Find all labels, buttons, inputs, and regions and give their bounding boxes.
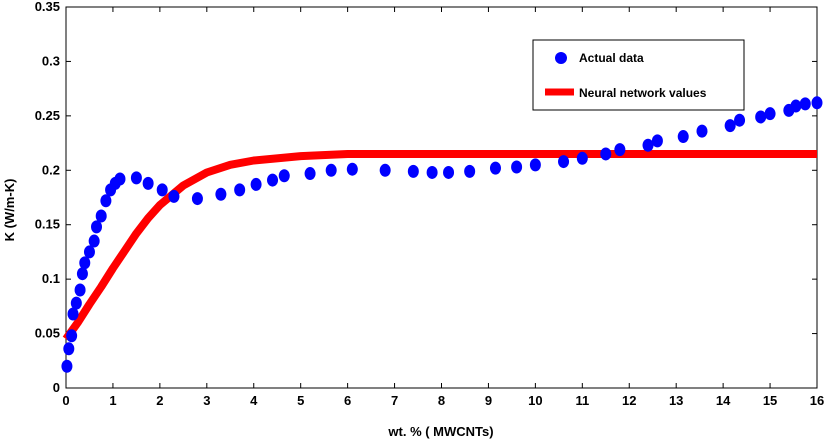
actual-data-point xyxy=(576,151,588,165)
actual-data-point xyxy=(811,96,823,110)
actual-data-point xyxy=(267,173,279,187)
y-tick-label: 0.25 xyxy=(35,108,60,123)
x-tick-label: 5 xyxy=(297,393,304,408)
x-tick-label: 7 xyxy=(391,393,398,408)
actual-data-point xyxy=(215,187,227,201)
actual-data-point xyxy=(250,177,262,191)
actual-data-point xyxy=(91,220,103,234)
actual-data-point xyxy=(142,176,154,190)
actual-data-point xyxy=(600,147,612,161)
y-tick-label: 0.15 xyxy=(35,217,60,232)
actual-data-point xyxy=(100,194,112,208)
actual-data-point xyxy=(66,329,78,343)
x-tick-label: 9 xyxy=(485,393,492,408)
actual-data-point xyxy=(67,307,79,321)
y-tick-label: 0.35 xyxy=(35,0,60,14)
x-tick-label: 13 xyxy=(669,393,683,408)
y-tick-label: 0.1 xyxy=(42,271,60,286)
actual-data-point xyxy=(407,164,419,178)
actual-data-point xyxy=(83,245,95,259)
actual-data-series xyxy=(61,96,823,373)
actual-data-point xyxy=(724,119,736,133)
x-tick-label: 0 xyxy=(62,393,69,408)
actual-data-point xyxy=(614,143,626,157)
actual-data-point xyxy=(426,165,438,179)
x-tick-label: 8 xyxy=(438,393,445,408)
actual-data-point xyxy=(464,164,476,178)
x-tick-label: 2 xyxy=(156,393,163,408)
x-tick-label: 4 xyxy=(250,393,258,408)
actual-data-point xyxy=(325,163,337,177)
actual-data-point xyxy=(651,134,663,148)
actual-data-point xyxy=(61,359,73,373)
x-axis-ticks: 0 1 2 3 4 5 6 7 8 9 10 11 12 13 14 15 16 xyxy=(62,7,824,408)
x-tick-label: 3 xyxy=(203,393,210,408)
actual-data-point xyxy=(379,163,391,177)
actual-data-point xyxy=(88,234,100,248)
x-tick-label: 15 xyxy=(763,393,777,408)
x-tick-label: 6 xyxy=(344,393,351,408)
actual-data-point xyxy=(168,189,180,203)
actual-data-point xyxy=(764,107,776,121)
actual-data-point xyxy=(558,155,570,169)
y-axis-label: K (W/m-K) xyxy=(2,179,17,242)
actual-data-point xyxy=(443,165,455,179)
legend-box xyxy=(532,39,745,111)
actual-data-point xyxy=(63,342,75,356)
actual-data-point xyxy=(529,158,541,172)
legend: Actual data Neural network values xyxy=(532,39,745,111)
legend-label-actual-data: Actual data xyxy=(579,51,644,65)
actual-data-point xyxy=(346,162,358,176)
actual-data-point xyxy=(114,172,126,186)
actual-data-point xyxy=(304,167,316,181)
x-tick-label: 11 xyxy=(575,393,589,408)
x-tick-label: 10 xyxy=(528,393,542,408)
actual-data-point xyxy=(755,110,767,124)
actual-data-point xyxy=(70,296,82,310)
actual-data-point xyxy=(489,161,501,175)
actual-data-point xyxy=(130,171,142,185)
x-tick-label: 12 xyxy=(622,393,636,408)
actual-data-point xyxy=(642,138,654,152)
actual-data-point xyxy=(234,183,246,197)
actual-data-point xyxy=(677,130,689,144)
actual-data-point xyxy=(95,209,107,223)
actual-data-point xyxy=(156,183,168,197)
y-tick-label: 0.3 xyxy=(42,53,60,68)
neural-network-series xyxy=(62,150,817,342)
x-axis-label: wt. % ( MWCNTs) xyxy=(387,424,493,439)
actual-data-point xyxy=(76,267,88,281)
actual-data-point xyxy=(511,160,523,174)
neural-network-line xyxy=(62,150,817,342)
actual-data-point xyxy=(74,283,86,297)
actual-data-point xyxy=(734,113,746,127)
actual-data-point xyxy=(278,169,290,183)
y-tick-label: 0.05 xyxy=(35,326,60,341)
actual-data-point xyxy=(191,192,203,206)
legend-label-neural-network: Neural network values xyxy=(579,86,707,100)
y-tick-label: 0 xyxy=(53,380,60,395)
actual-data-point xyxy=(79,256,91,270)
x-tick-label: 14 xyxy=(716,393,731,408)
x-tick-label: 16 xyxy=(810,393,824,408)
actual-data-point xyxy=(790,99,802,113)
legend-marker-actual-data xyxy=(555,52,567,64)
x-tick-label: 1 xyxy=(109,393,116,408)
actual-data-point xyxy=(799,97,811,111)
y-tick-label: 0.2 xyxy=(42,162,60,177)
y-axis-ticks: 0 0.05 0.1 0.15 0.2 0.25 0.3 0.35 xyxy=(35,0,817,395)
actual-data-point xyxy=(696,124,708,138)
